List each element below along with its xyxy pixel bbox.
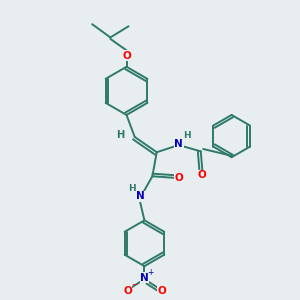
Text: O: O — [157, 286, 166, 296]
Text: N: N — [174, 139, 183, 149]
Text: H: H — [128, 184, 136, 194]
Text: H: H — [116, 130, 125, 140]
Text: N: N — [136, 191, 144, 201]
Text: O: O — [123, 286, 132, 296]
Text: O: O — [198, 170, 207, 180]
Text: O: O — [122, 51, 131, 61]
Text: H: H — [183, 131, 191, 140]
Text: O: O — [175, 173, 184, 183]
Text: +: + — [148, 268, 154, 277]
Text: −: − — [131, 280, 137, 289]
Text: N: N — [140, 273, 149, 283]
